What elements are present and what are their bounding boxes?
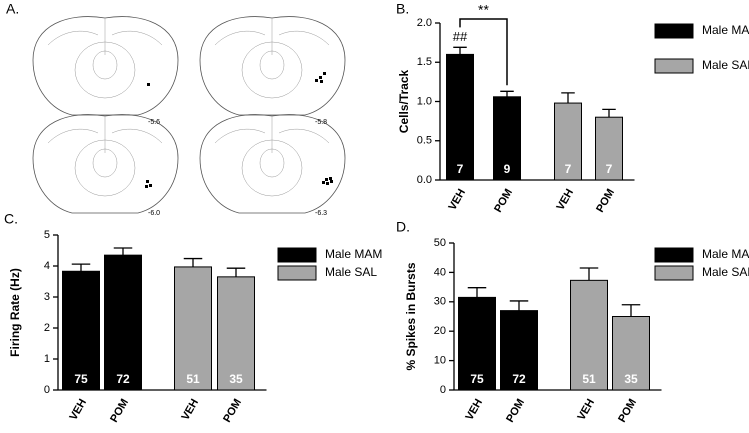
panel-label: C. bbox=[4, 211, 18, 227]
n-label: 35 bbox=[229, 372, 243, 386]
bar bbox=[554, 102, 582, 181]
y-tick-label: 50 bbox=[434, 237, 446, 249]
error-bar bbox=[71, 263, 91, 272]
section-label: -6.0 bbox=[148, 210, 160, 217]
brain-section bbox=[32, 16, 179, 116]
panel-label: D. bbox=[396, 219, 410, 235]
x-tick-label: VEH bbox=[67, 397, 89, 423]
y-tick-label: 30 bbox=[434, 296, 446, 308]
annotation: ## bbox=[453, 29, 468, 44]
panel-label: B. bbox=[396, 1, 409, 17]
y-tick-label: 0 bbox=[44, 384, 50, 396]
bar bbox=[612, 316, 650, 391]
error-bar bbox=[509, 300, 529, 311]
y-tick-label: 0 bbox=[440, 384, 446, 396]
bar bbox=[104, 254, 142, 391]
y-axis-title: % Spikes in Bursts bbox=[404, 262, 418, 370]
n-label: 9 bbox=[504, 162, 511, 176]
y-tick-label: 20 bbox=[434, 325, 446, 337]
error-bar bbox=[453, 46, 467, 55]
bar bbox=[62, 270, 100, 391]
bar bbox=[446, 53, 474, 181]
x-tick-label: VEH bbox=[463, 397, 485, 423]
legend-label: Male MAM bbox=[702, 247, 749, 261]
x-tick-label: VEH bbox=[179, 397, 201, 423]
error-bar bbox=[226, 267, 246, 277]
y-tick-label: 40 bbox=[434, 266, 446, 278]
n-label: 75 bbox=[470, 372, 484, 386]
significance-bracket bbox=[459, 18, 508, 86]
legend-swatch bbox=[277, 265, 317, 281]
bar bbox=[458, 296, 496, 391]
y-tick-label: 1.5 bbox=[417, 56, 432, 68]
legend-swatch bbox=[654, 58, 694, 74]
x-tick-label: POM bbox=[504, 397, 527, 425]
x-tick-label: POM bbox=[616, 397, 639, 425]
y-axis-title: Firing Rate (Hz) bbox=[8, 268, 22, 357]
legend-label: Male MAM bbox=[325, 247, 382, 261]
x-tick-label: POM bbox=[492, 187, 515, 215]
error-bar bbox=[561, 92, 575, 104]
legend-swatch bbox=[654, 265, 694, 281]
legend-swatch bbox=[654, 23, 694, 39]
n-label: 72 bbox=[512, 372, 526, 386]
y-axis-title: Cells/Track bbox=[397, 69, 411, 133]
n-label: 35 bbox=[624, 372, 638, 386]
brain-section bbox=[199, 114, 346, 214]
x-tick-label: VEH bbox=[446, 187, 468, 213]
legend-label: Male SAL bbox=[702, 265, 749, 279]
error-bar bbox=[183, 257, 203, 267]
legend-swatch bbox=[654, 247, 694, 263]
y-tick-label: 0.5 bbox=[417, 135, 432, 147]
legend-label: Male SAL bbox=[702, 58, 749, 72]
bar bbox=[493, 96, 521, 181]
x-tick-label: POM bbox=[221, 397, 244, 425]
brain-section bbox=[32, 114, 179, 214]
bar bbox=[500, 310, 538, 391]
n-label: 7 bbox=[457, 162, 464, 176]
legend-label: Male MAM bbox=[702, 23, 749, 37]
y-tick-label: 3 bbox=[44, 291, 50, 303]
panel-a: A. -5.6 -5.8 -6.0 -6.3 bbox=[6, 1, 346, 217]
y-tick-label: 5 bbox=[44, 229, 50, 241]
error-bar bbox=[579, 267, 599, 281]
bar bbox=[174, 266, 212, 391]
y-tick-label: 2 bbox=[44, 322, 50, 334]
y-tick-label: 4 bbox=[44, 260, 50, 272]
error-bar bbox=[467, 287, 487, 298]
n-label: 75 bbox=[74, 372, 88, 386]
n-label: 72 bbox=[116, 372, 130, 386]
x-tick-label: VEH bbox=[575, 397, 597, 423]
annotation: ** bbox=[478, 2, 489, 18]
x-tick-label: POM bbox=[594, 187, 617, 215]
n-label: 51 bbox=[582, 372, 596, 386]
x-tick-label: POM bbox=[108, 397, 131, 425]
y-tick-label: 2.0 bbox=[417, 17, 432, 29]
x-tick-label: VEH bbox=[554, 187, 576, 213]
n-label: 7 bbox=[565, 162, 572, 176]
brain-section bbox=[199, 16, 346, 116]
error-bar bbox=[602, 108, 616, 118]
error-bar bbox=[500, 90, 514, 97]
section-label: -5.6 bbox=[148, 119, 160, 126]
section-label: -6.3 bbox=[315, 210, 327, 217]
legend-label: Male SAL bbox=[325, 265, 377, 279]
y-tick-label: 10 bbox=[434, 355, 446, 367]
y-tick-label: 1.0 bbox=[417, 95, 432, 107]
legend-swatch bbox=[277, 247, 317, 263]
section-label: -5.8 bbox=[315, 119, 327, 126]
y-tick-label: 0.0 bbox=[417, 174, 432, 186]
bar bbox=[570, 279, 608, 391]
y-tick-label: 1 bbox=[44, 353, 50, 365]
error-bar bbox=[621, 304, 641, 317]
error-bar bbox=[113, 247, 133, 256]
n-label: 51 bbox=[186, 372, 200, 386]
panel-label: A. bbox=[6, 1, 19, 17]
n-label: 7 bbox=[606, 162, 613, 176]
